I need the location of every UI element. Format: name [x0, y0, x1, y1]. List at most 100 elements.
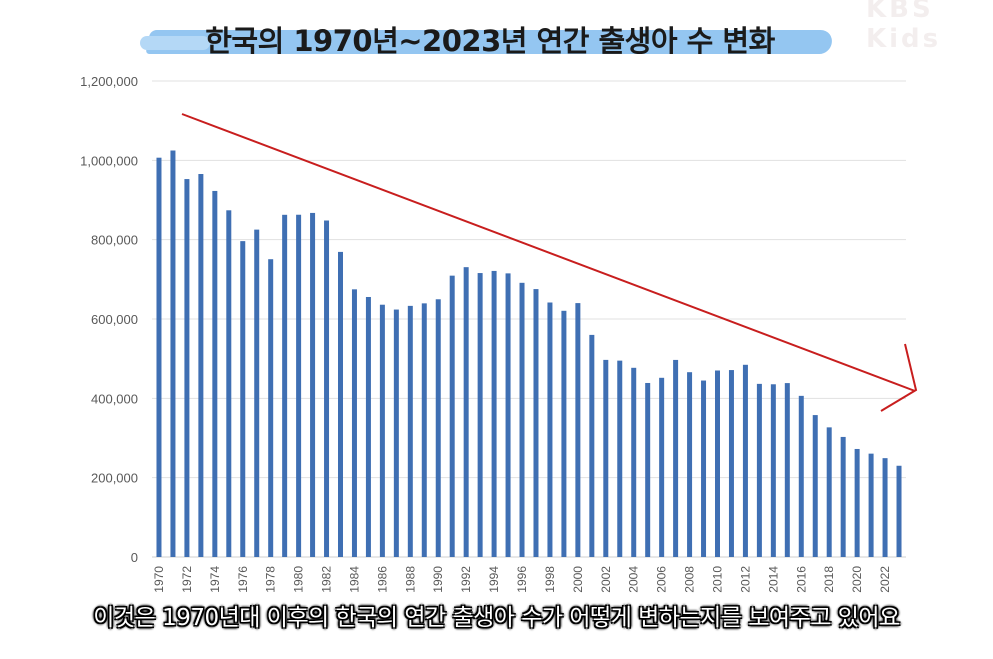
x-tick-label: 2022: [878, 566, 892, 593]
x-tick-label: 2020: [850, 566, 864, 593]
bar-1980: [296, 214, 302, 557]
bar-2017: [812, 415, 818, 557]
bar-1995: [505, 273, 511, 557]
bar-2014: [770, 384, 776, 557]
bar-2000: [575, 303, 581, 557]
bar-2012: [742, 364, 748, 557]
bar-1998: [547, 302, 553, 557]
x-tick-label: 2018: [822, 566, 836, 593]
x-tick-label: 1998: [543, 566, 557, 593]
bar-2006: [659, 377, 665, 557]
bar-2013: [756, 383, 762, 557]
x-tick-label: 1996: [515, 566, 529, 593]
bar-1982: [324, 220, 330, 557]
x-tick-label: 2016: [794, 566, 808, 593]
bar-2018: [826, 427, 832, 557]
bar-1996: [519, 282, 525, 557]
bar-2011: [728, 370, 734, 557]
subtitle-caption: 이것은 1970년대 이후의 한국의 연간 출생아 수가 어떻게 변하는지를 보…: [93, 605, 900, 631]
x-tick-label: 1990: [431, 566, 445, 593]
bar-2002: [603, 359, 609, 557]
bar-2023: [896, 465, 902, 557]
x-tick-label: 2004: [627, 566, 641, 593]
bar-2001: [589, 334, 595, 557]
broadcaster-watermark-logo: KBS Kids: [866, 0, 942, 54]
x-tick-label: 1976: [236, 566, 250, 593]
x-tick-label: 2006: [655, 566, 669, 593]
bar-2003: [617, 360, 623, 557]
x-tick-label: 1980: [292, 566, 306, 593]
x-tick-label: 1974: [208, 566, 222, 593]
bar-chart: 0 200,000 400,000 600,000 800,000 1,000,000 1,…: [80, 74, 918, 593]
bar-1999: [561, 310, 567, 557]
bar-1976: [240, 241, 246, 557]
bar-1984: [351, 289, 357, 557]
x-tick-label: 1988: [403, 566, 417, 593]
x-tick-label: 1970: [152, 566, 166, 593]
y-tick-label: 400,000: [91, 391, 138, 406]
y-tick-label: 600,000: [91, 312, 138, 327]
x-tick-label: 1992: [459, 566, 473, 593]
x-tick-label: 2008: [683, 566, 697, 593]
x-tick-label: 1982: [320, 566, 334, 593]
bar-2021: [868, 453, 874, 557]
trend-arrow-shaft: [181, 113, 916, 392]
x-tick-label: 1994: [487, 566, 501, 593]
bar-1997: [533, 289, 539, 557]
bar-1986: [379, 304, 385, 557]
x-tick-label: 2012: [738, 566, 752, 593]
x-tick-label: 2014: [766, 566, 780, 593]
chart-title-area: 한국의 1970년~2023년 연간 출생아 수 변화: [140, 14, 840, 60]
chart-title: 한국의 1970년~2023년 연간 출생아 수 변화: [205, 24, 775, 58]
bar-1994: [491, 270, 497, 557]
bar-1987: [393, 309, 399, 557]
x-tick-label: 2010: [711, 566, 725, 593]
y-tick-label: 800,000: [91, 233, 138, 248]
bar-1971: [170, 150, 176, 557]
x-axis-tick-labels: 1970 1972 1974 1976 1978 1980 1982 1984 1986 1988…: [152, 566, 892, 593]
bar-2004: [631, 367, 637, 557]
gridlines: [152, 80, 906, 558]
bar-1974: [212, 190, 218, 557]
title-highlight-brush-tail: [140, 36, 210, 50]
x-tick-label: 2000: [571, 566, 585, 593]
bar-2010: [715, 370, 720, 557]
bar-1983: [338, 251, 343, 557]
bar-1992: [463, 267, 469, 557]
bar-2019: [840, 436, 846, 557]
bar-1981: [310, 212, 316, 557]
trend-arrow: [181, 113, 918, 412]
x-tick-label: 2002: [599, 566, 613, 593]
y-axis-tick-labels: 0 200,000 400,000 600,000 800,000 1,000,000 1,…: [80, 74, 138, 565]
y-tick-label: 0: [131, 550, 138, 565]
bar-1991: [449, 275, 455, 557]
bar-1988: [407, 305, 413, 557]
bar-1975: [226, 210, 232, 557]
bar-1972: [184, 179, 190, 557]
y-tick-label: 200,000: [91, 471, 138, 486]
bar-2008: [687, 372, 693, 557]
bar-2022: [882, 458, 888, 557]
bar-1985: [365, 296, 371, 557]
bar-1993: [477, 273, 483, 557]
bars: [156, 150, 902, 557]
y-tick-label: 1,000,000: [80, 153, 138, 168]
x-tick-label: 1972: [180, 566, 194, 593]
y-tick-label: 1,200,000: [80, 74, 138, 89]
x-tick-label: 1978: [264, 566, 278, 593]
bar-1970: [156, 157, 162, 557]
bar-1979: [282, 214, 288, 557]
bar-2007: [673, 359, 679, 557]
x-tick-label: 1984: [347, 566, 361, 593]
bar-2015: [784, 383, 790, 557]
bar-2016: [798, 395, 804, 557]
bar-1989: [421, 303, 427, 557]
bar-1977: [254, 229, 260, 557]
bar-2005: [645, 382, 651, 557]
trend-arrow-head: [880, 343, 918, 412]
bar-1973: [198, 174, 204, 557]
bar-1990: [435, 299, 441, 557]
bar-2009: [701, 380, 707, 557]
bar-1978: [268, 259, 274, 557]
x-tick-label: 1986: [375, 566, 389, 593]
